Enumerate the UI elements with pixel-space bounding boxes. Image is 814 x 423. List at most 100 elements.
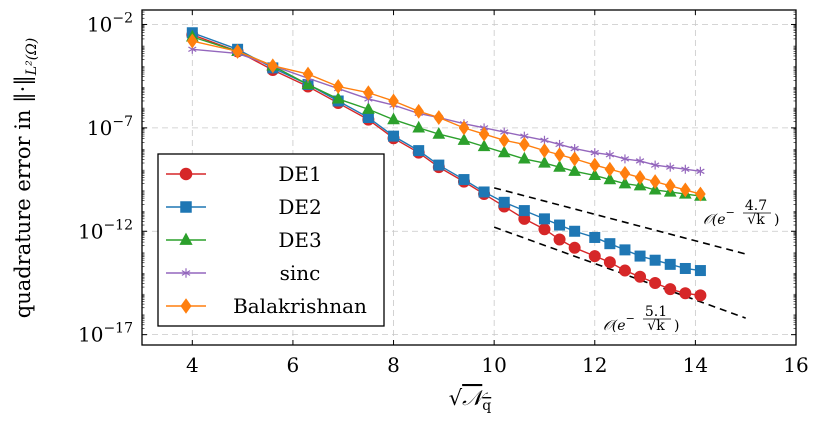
legend-label: DE3	[278, 228, 321, 252]
data-point	[679, 262, 691, 274]
data-series	[185, 27, 707, 302]
data-point	[681, 164, 690, 174]
data-point	[332, 79, 344, 94]
data-point	[331, 91, 345, 104]
data-point	[618, 176, 632, 189]
data-point	[635, 156, 645, 166]
data-point	[301, 77, 315, 90]
data-point	[650, 160, 660, 170]
series-de2	[186, 27, 706, 277]
data-point	[539, 143, 550, 159]
data-point	[498, 132, 510, 148]
data-point	[519, 136, 530, 152]
rate-denominator: √k	[647, 318, 665, 334]
data-point	[362, 112, 374, 124]
data-point	[498, 196, 510, 208]
data-point	[696, 166, 705, 176]
data-point	[649, 174, 661, 190]
legend-label: DE1	[278, 162, 321, 186]
data-point	[568, 164, 581, 176]
data-point	[603, 172, 617, 185]
data-point	[413, 145, 425, 157]
data-point	[267, 58, 279, 74]
data-point	[180, 201, 192, 213]
data-point	[664, 178, 676, 194]
data-point	[618, 264, 631, 277]
data-point	[179, 167, 193, 181]
x-tick-label: 6	[287, 353, 300, 377]
data-point	[569, 151, 580, 167]
data-point	[568, 241, 581, 254]
data-point	[679, 287, 692, 300]
legend-item-balakrishnan: Balakrishnan	[166, 294, 367, 318]
data-point	[433, 159, 445, 171]
data-point	[538, 155, 551, 168]
annotations: 𝒪(e− 4.7√k)𝒪(e− 5.1√k)	[603, 198, 779, 334]
data-point	[588, 168, 602, 181]
data-point	[478, 186, 490, 198]
data-point	[603, 256, 616, 269]
data-point	[458, 174, 470, 186]
y-tick-label: 10−17	[78, 321, 133, 347]
y-tick-label: 10−12	[78, 217, 133, 243]
data-point	[553, 160, 566, 172]
data-point	[694, 265, 706, 277]
data-point	[517, 151, 531, 164]
data-point	[179, 232, 193, 245]
data-point	[649, 254, 661, 266]
series-balakrishnan	[187, 33, 706, 202]
data-point	[620, 154, 630, 164]
rate-annotation-close: )	[674, 318, 679, 334]
legend-label: Balakrishnan	[233, 294, 367, 318]
data-point	[433, 110, 445, 125]
data-point	[553, 233, 566, 246]
x-tick-label: 10	[481, 353, 506, 377]
x-axis-title: √𝒩q	[449, 386, 492, 414]
data-point	[634, 170, 646, 185]
data-point	[605, 150, 615, 160]
legend-item-sinc: sinc	[166, 261, 320, 285]
data-point	[666, 162, 675, 172]
x-tick-label: 14	[683, 353, 708, 377]
x-tick-label: 4	[186, 353, 199, 377]
data-point	[664, 283, 677, 296]
data-point	[590, 148, 599, 158]
data-point	[589, 157, 601, 173]
data-point	[538, 223, 551, 236]
data-point	[413, 103, 424, 119]
data-point	[477, 139, 491, 152]
data-point	[604, 238, 616, 250]
data-point	[634, 270, 647, 283]
data-point	[695, 186, 706, 202]
data-point	[649, 276, 662, 289]
y-axis-title: quadrature error in ‖·‖L²(Ω)	[11, 38, 40, 319]
data-point	[412, 120, 426, 133]
data-point	[187, 33, 198, 49]
rate-numerator: 5.1	[645, 304, 667, 320]
data-point	[181, 268, 191, 278]
legend-label: DE2	[278, 195, 321, 219]
data-point	[363, 85, 374, 101]
data-point	[554, 219, 566, 231]
y-tick-label: 10−7	[87, 114, 133, 140]
data-point	[478, 126, 490, 142]
data-point	[569, 225, 581, 237]
data-point	[302, 66, 314, 82]
rate-denominator: √k	[747, 212, 765, 228]
reference-line	[493, 187, 746, 255]
data-point	[497, 145, 511, 158]
x-tick-label: 12	[582, 353, 607, 377]
data-point	[387, 112, 400, 125]
rate-annotation: 𝒪(e−	[603, 312, 635, 334]
data-point	[518, 205, 530, 217]
data-point	[180, 298, 192, 314]
data-point	[694, 289, 707, 302]
data-point	[232, 43, 243, 59]
data-point	[457, 133, 471, 145]
data-point	[680, 182, 691, 198]
rate-numerator: 4.7	[745, 198, 767, 214]
data-point	[619, 165, 631, 181]
data-point	[388, 130, 400, 142]
data-point	[664, 258, 676, 270]
